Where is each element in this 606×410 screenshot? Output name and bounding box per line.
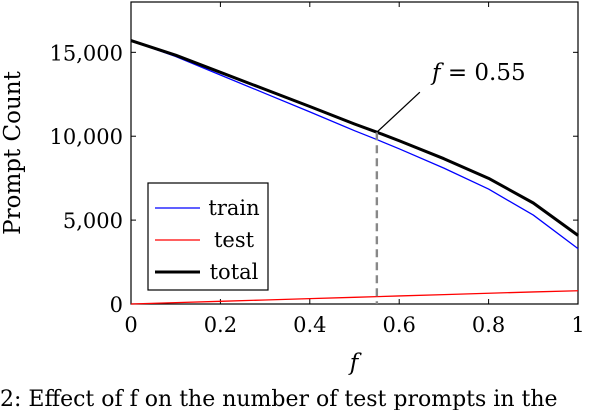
axis-tick-labels: 0 0.2 0.4 0.6 0.8 1 0 5,000 10,000 15,000: [50, 41, 585, 337]
x-tick-label: 1: [571, 313, 584, 337]
series-layer: [130, 39, 579, 305]
x-tick-label: 0.8: [472, 313, 505, 337]
legend-label-test: test: [214, 228, 255, 252]
y-tick-label: 0: [110, 293, 123, 317]
legend-label-total: total: [210, 260, 259, 284]
series-line-train: [130, 39, 579, 250]
x-tick-label: 0: [124, 313, 137, 337]
x-tick-label: 0.4: [293, 313, 326, 337]
series-line-test: [130, 290, 579, 305]
annotation-pointer-line: [376, 91, 421, 133]
x-tick-label: 0.2: [204, 313, 237, 337]
x-tick-label: 0.6: [382, 313, 415, 337]
y-axis-title: Prompt Count: [0, 70, 26, 234]
y-tick-label: 10,000: [50, 125, 123, 149]
plot-frame: [130, 1, 579, 305]
annotation-label: f = 0.55: [430, 60, 526, 86]
legend-label-train: train: [208, 196, 259, 220]
series-line-total: [130, 39, 579, 237]
legend: train test total: [147, 182, 269, 291]
y-tick-label: 5,000: [63, 209, 123, 233]
y-tick-label: 15,000: [50, 41, 123, 65]
figure-caption: 2: Effect of f on the number of test pro…: [0, 387, 558, 410]
x-axis-title: f: [348, 350, 362, 376]
